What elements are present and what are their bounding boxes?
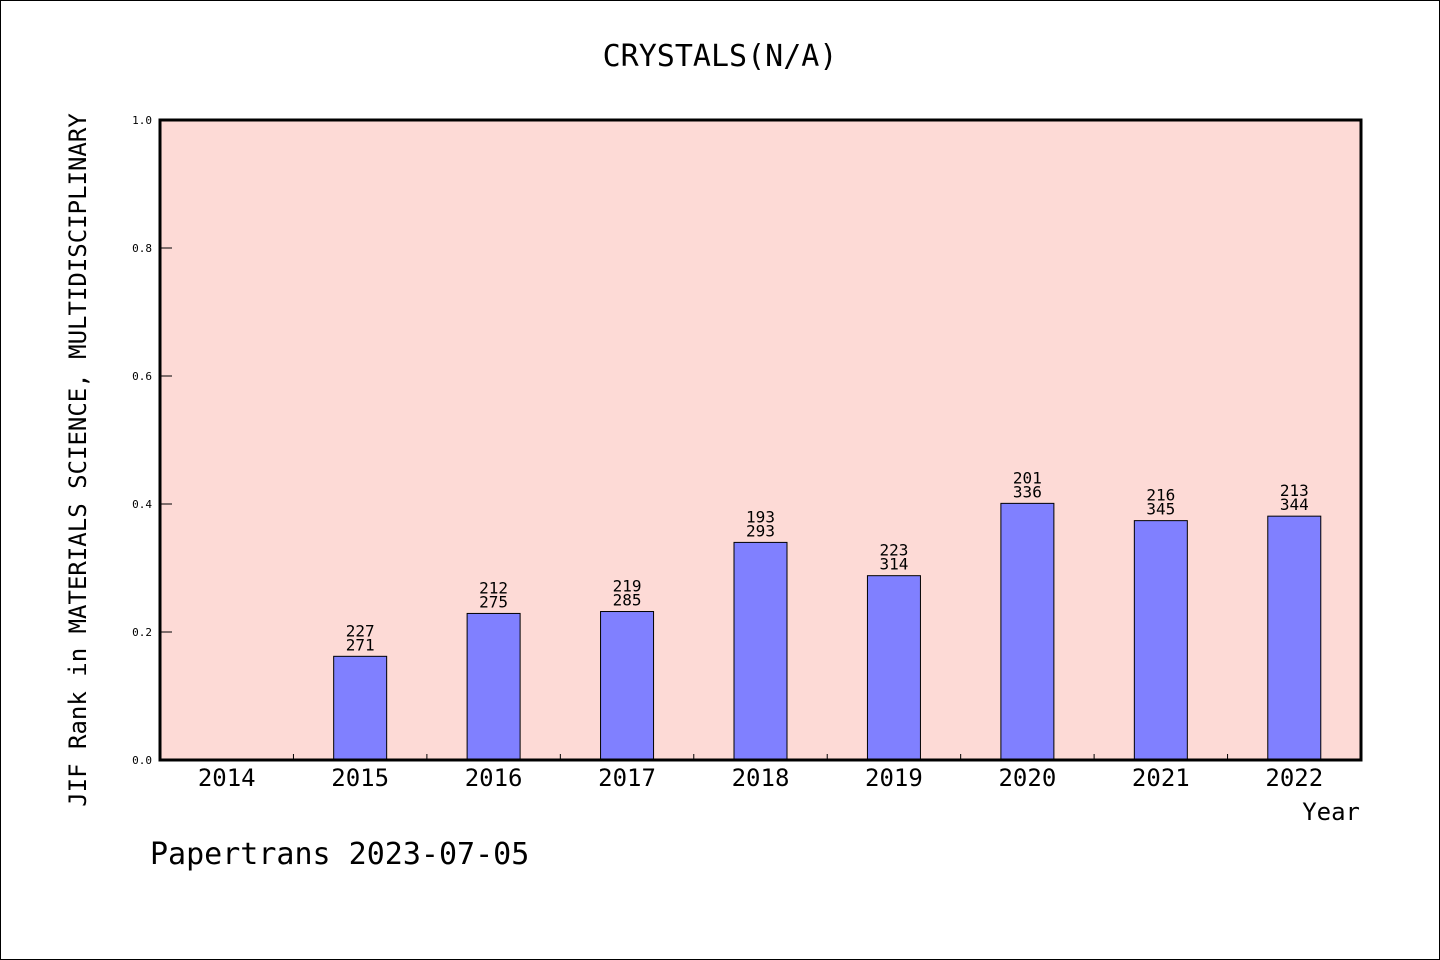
y-tick-label: 0.6 [132, 370, 152, 383]
plot-border [158, 118, 1363, 762]
bar-2015 [333, 655, 388, 761]
total-label: 271 [346, 635, 375, 654]
y-tick-label: 1.0 [132, 114, 152, 127]
x-tick-label: 2018 [732, 764, 790, 792]
rank-label: 223 [879, 541, 908, 560]
bar-series [333, 502, 1322, 761]
bar-2017 [600, 611, 655, 761]
y-axis: 0.0 0.2 0.4 0.6 0.8 1.0 [132, 114, 172, 767]
total-label: 336 [1013, 482, 1042, 501]
x-tick-label: 2022 [1265, 764, 1323, 792]
chart-title: CRYSTALS(N/A) [603, 39, 838, 74]
footer-text: Papertrans 2023-07-05 [150, 837, 529, 872]
y-tick-label: 0.2 [132, 626, 152, 639]
y-tick-label: 0.8 [132, 242, 152, 255]
x-tick-label: 2017 [598, 764, 656, 792]
total-label: 293 [746, 521, 775, 540]
x-tick-label: 2020 [998, 764, 1056, 792]
x-axis-label: Year [1302, 798, 1360, 826]
rank-label: 212 [479, 578, 508, 597]
y-axis-label: JIF Rank in MATERIALS SCIENCE, MULTIDISC… [64, 113, 92, 807]
x-tick-label: 2019 [865, 764, 923, 792]
bar-2019 [866, 575, 921, 761]
rank-label: 227 [346, 621, 375, 640]
total-label: 285 [613, 591, 642, 610]
bar-2020 [1000, 502, 1055, 761]
bar-2022 [1267, 515, 1322, 761]
total-label: 344 [1280, 495, 1309, 514]
x-tick-label: 2015 [331, 764, 389, 792]
rank-label: 213 [1280, 481, 1309, 500]
bar-2018 [733, 541, 788, 761]
rank-label: 201 [1013, 468, 1042, 487]
x-tick-label: 2014 [198, 764, 256, 792]
rank-label: 193 [746, 507, 775, 526]
total-label: 314 [879, 555, 908, 574]
x-tick-label: 2021 [1132, 764, 1190, 792]
y-tick-label: 0.0 [132, 754, 152, 767]
y-tick-label: 0.4 [132, 498, 152, 511]
rank-label: 216 [1146, 486, 1175, 505]
bar-2021 [1133, 520, 1188, 761]
x-tick-label: 2016 [465, 764, 523, 792]
bar-2016 [466, 612, 521, 761]
x-axis: 2014 2015 2016 2017 2018 2019 2020 2021 2022 [198, 754, 1323, 792]
total-label: 345 [1146, 500, 1175, 519]
total-label: 275 [479, 592, 508, 611]
rank-label: 219 [613, 577, 642, 596]
